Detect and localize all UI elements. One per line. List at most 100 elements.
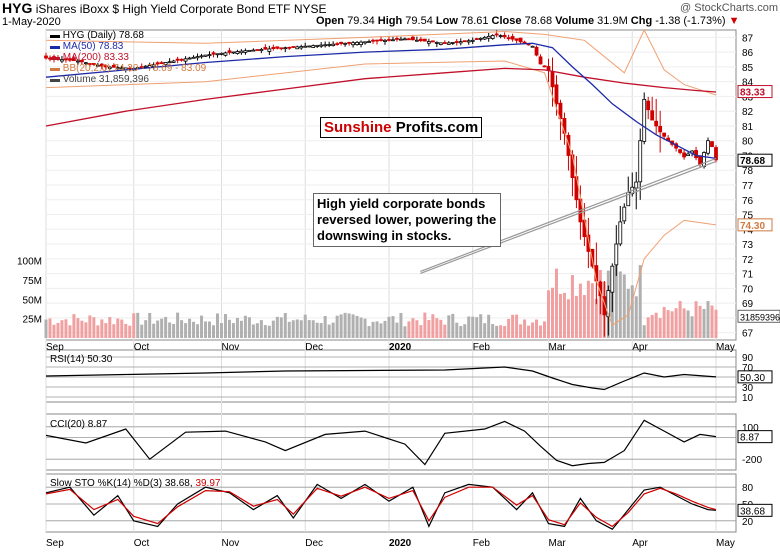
- volume-bar: [698, 305, 702, 338]
- price-tick-label: 82: [742, 107, 754, 118]
- candle-body: [474, 38, 479, 40]
- candle-body: [255, 49, 260, 51]
- volume-bar: [710, 305, 714, 338]
- volume-bar: [431, 314, 435, 338]
- volume-bar: [678, 301, 682, 338]
- candle-body: [414, 39, 419, 42]
- volume-bar: [491, 324, 495, 338]
- volume-bar: [44, 319, 48, 338]
- volume-bar: [140, 324, 144, 338]
- change-value: -1.38 (-1.73%): [655, 15, 726, 27]
- volume-bar: [463, 324, 467, 338]
- legend-main: ▬ HYG (Daily) 78.68: [50, 30, 144, 41]
- price-tick-label: 72: [742, 255, 754, 266]
- x-tick-label: Nov: [221, 538, 239, 549]
- volume-bar: [208, 321, 212, 338]
- volume-bar: [303, 314, 307, 338]
- indicator-tick-label: 80: [742, 483, 754, 494]
- volume-bar: [48, 318, 52, 338]
- volume-bar: [188, 318, 192, 338]
- volume-bar: [160, 318, 164, 338]
- candle-body: [91, 63, 96, 65]
- candle-body: [618, 221, 623, 245]
- candle-body: [566, 134, 571, 156]
- volume-bar: [72, 314, 76, 338]
- volume-bar: [168, 322, 172, 338]
- candle-body: [287, 46, 292, 49]
- volume-bar: [511, 314, 515, 338]
- security-name: iShares iBoxx $ High Yield Corporate Bon…: [35, 2, 291, 16]
- candle-body: [143, 65, 148, 68]
- volume-bar: [355, 315, 359, 338]
- candle-body: [550, 71, 555, 88]
- candle-body: [686, 153, 690, 157]
- legend-ma200: ▬ MA(200) 83.33: [50, 52, 129, 63]
- volume-bar: [543, 321, 547, 338]
- candle-body: [299, 46, 304, 49]
- volume-bar: [674, 308, 678, 338]
- rsi-label: RSI(14) 50.30: [50, 354, 113, 365]
- candle-body: [614, 243, 619, 266]
- price-tick-label: 75: [742, 211, 754, 222]
- x-tick-label: Nov: [221, 342, 239, 353]
- volume-bar: [331, 322, 335, 338]
- volume-bar: [172, 323, 176, 338]
- candle-body: [279, 47, 284, 50]
- candle-body: [87, 63, 92, 65]
- volume-bar: [56, 322, 60, 338]
- volume-tag-box: [737, 309, 780, 323]
- volume-bar: [307, 320, 311, 338]
- watermark: @ StockCharts.com: [680, 2, 778, 14]
- sto-label: Slow STO %K(14) %D(3) 38.68, 39.97: [50, 478, 221, 489]
- candle-body: [183, 58, 188, 62]
- candle-body: [698, 155, 702, 165]
- volume-bar: [554, 268, 558, 338]
- open-value: 79.34: [347, 15, 375, 27]
- exchange: NYSE: [293, 2, 327, 16]
- volume-bar: [714, 309, 718, 338]
- candle-body: [426, 41, 431, 44]
- volume-bar: [255, 323, 259, 338]
- candle-body: [351, 42, 355, 46]
- candle-body: [171, 60, 176, 63]
- volume-value: 31.9M: [597, 15, 628, 27]
- indicator-tag-box: [737, 503, 773, 517]
- candle-body: [167, 61, 172, 64]
- volume-bar: [570, 275, 574, 338]
- candle-body: [638, 140, 643, 183]
- candle-body: [159, 62, 164, 65]
- candle-body: [191, 56, 196, 59]
- volume-bar: [435, 318, 439, 338]
- sunshine-profits-logo: Sunshine Profits.com: [320, 117, 483, 138]
- indicator-tick-label: 100: [742, 423, 759, 434]
- price-tick-label: 67: [742, 329, 754, 340]
- price-tick-label: 69: [742, 299, 754, 310]
- price-tick-label: 86: [742, 48, 754, 59]
- volume-bar: [192, 321, 196, 338]
- volume-tick-label: 50M: [23, 295, 42, 306]
- volume-bar: [164, 317, 168, 338]
- candle-body: [610, 265, 615, 293]
- volume-bar: [499, 325, 503, 338]
- price-tag-box: [737, 153, 773, 167]
- candle-body: [343, 42, 348, 45]
- volume-bar: [642, 325, 646, 338]
- volume-bar: [144, 320, 148, 338]
- volume-bar: [68, 325, 72, 338]
- volume-bar: [80, 320, 84, 338]
- candle-body: [327, 44, 332, 46]
- cci-line: [45, 419, 717, 467]
- volume-bar: [223, 314, 227, 338]
- candle-body: [52, 56, 56, 60]
- candle-body: [163, 62, 168, 65]
- candle-body: [303, 45, 308, 48]
- low-value: 78.61: [460, 15, 489, 27]
- price-tick-label: 85: [742, 63, 754, 74]
- candle-body: [482, 36, 487, 40]
- candle-body: [391, 39, 395, 42]
- volume-bar: [630, 285, 634, 338]
- candle-body: [542, 65, 547, 68]
- x-tick-label: 2020: [389, 342, 412, 353]
- candle-body: [510, 36, 515, 40]
- volume-bar: [136, 312, 140, 338]
